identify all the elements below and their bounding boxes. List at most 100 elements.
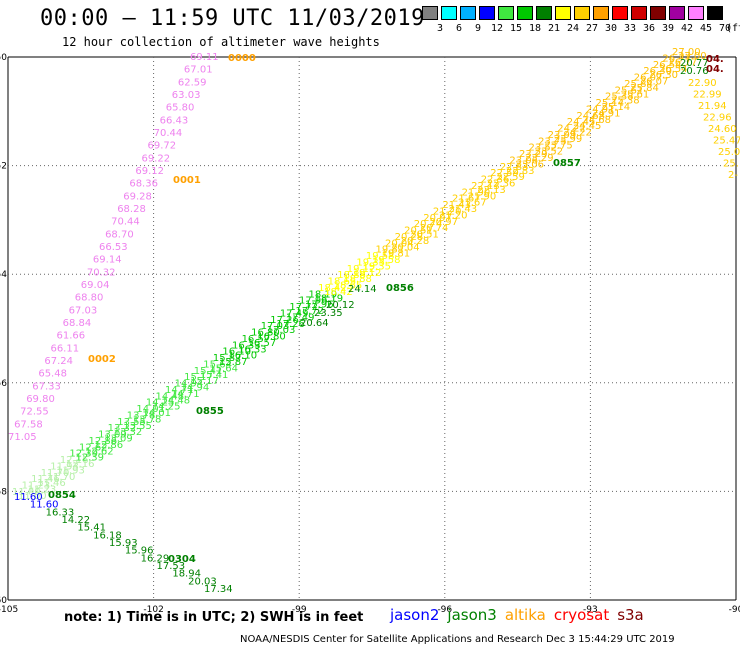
diag-track-value: 25.84: [630, 83, 659, 94]
diag-track-value: 21.43: [442, 200, 471, 211]
lower-track-value: 15.41: [77, 523, 106, 534]
scale-swatch-39: [650, 6, 666, 20]
diag-track-value: 18.88: [343, 274, 372, 285]
lower-track-value: 17.53: [157, 561, 186, 572]
diag-track-value: 19.81: [375, 245, 404, 256]
diag-track-value: 15.41: [194, 366, 223, 377]
lower-track-value: 15.93: [109, 538, 138, 549]
diag-track-value: 12.16: [66, 459, 95, 470]
diag-track-value: 19.12: [353, 268, 382, 279]
scale-label-45: 45: [699, 23, 713, 34]
pink-track-value: 65.80: [166, 103, 195, 114]
lon-tick-label: -96: [437, 605, 452, 615]
diag-track-value: 26.77: [668, 57, 697, 68]
diag-track-value: 24.68: [582, 115, 611, 126]
diag-track-value: 18.42: [318, 283, 347, 294]
diag-track-value: 17.72: [295, 306, 324, 317]
diag-track-value: 15.64: [209, 363, 238, 374]
pink-track-value: 61.66: [57, 331, 86, 342]
diag-track-value: 14.94: [175, 379, 204, 390]
diag-track-value: 21.67: [452, 194, 481, 205]
diag-track-value: 26.54: [659, 64, 688, 75]
scale-swatch-15: [498, 6, 514, 20]
right-track-value: 25.0: [718, 147, 740, 158]
diag-track-value: 27.00: [672, 47, 701, 58]
lower-track-value: 11.60: [14, 492, 43, 503]
diag-track-value: 21.67: [458, 198, 487, 209]
lower-track-value: 11.60: [30, 500, 59, 511]
diag-track-value: 16.57: [248, 338, 277, 349]
diag-track-value: 24.22: [557, 124, 586, 135]
scale-swatch-42: [669, 6, 685, 20]
diag-track-value: 11.70: [47, 472, 76, 483]
diag-track-value: 14.48: [161, 395, 190, 406]
scale-unit: (ft): [725, 23, 740, 34]
pink-track-value: 69.04: [81, 280, 110, 291]
scale-swatch-33: [612, 6, 628, 20]
time-label-0856: 0856: [386, 283, 414, 294]
diag-track-value: 19.58: [366, 251, 395, 262]
diag-track-value: 25.14: [601, 102, 630, 113]
diag-track-value: 15.17: [190, 376, 219, 387]
scale-label-30: 30: [604, 23, 618, 34]
time-label-0000: 0000: [228, 53, 256, 64]
scale-swatch-30: [593, 6, 609, 20]
lat-tick-label: -54: [0, 270, 7, 280]
page-subtitle: 12 hour collection of altimeter wave hei…: [62, 35, 380, 49]
diag-track-value: 14.25: [152, 402, 181, 413]
pink-track-value: 69.72: [148, 141, 177, 152]
diag-track-value: 14.94: [181, 383, 210, 394]
diag-track-value: 18.19: [309, 289, 338, 300]
diag-track-value: 23.29: [525, 153, 554, 164]
mid-track-value: 20.64: [300, 318, 329, 329]
scale-label-6: 6: [455, 23, 463, 34]
diag-track-value: 13.78: [133, 414, 162, 425]
diag-track-value: 23.99: [554, 134, 583, 145]
diag-track-value: 19.35: [362, 261, 391, 272]
diag-track-value: 24.68: [576, 111, 605, 122]
diag-track-value: 16.10: [228, 351, 257, 362]
diag-track-value: 16.10: [222, 347, 251, 358]
diag-track-value: 22.13: [477, 185, 506, 196]
diag-track-value: 24.22: [563, 128, 592, 139]
diag-track-value: 22.36: [487, 179, 516, 190]
satellite-legend: jason2 jason3 altika cryosat s3a: [390, 606, 652, 624]
diag-track-value: 18.42: [324, 287, 353, 298]
diag-track-value: 21.90: [468, 191, 497, 202]
pink-track-value: 72.55: [20, 407, 49, 418]
scale-swatch-21: [536, 6, 552, 20]
diag-track-value: 23.99: [548, 130, 577, 141]
diag-track-value: 11.00: [12, 487, 41, 498]
diag-track-value: 21.20: [439, 210, 468, 221]
diag-track-value: 11.93: [50, 461, 79, 472]
right-track-value: 25.47: [713, 136, 740, 147]
lon-tick-label: -90: [729, 605, 740, 615]
diag-track-value: 13.55: [123, 421, 152, 432]
diag-track-value: 12.62: [85, 446, 114, 457]
diag-track-value: 16.80: [257, 332, 286, 343]
diag-track-value: 26.07: [640, 77, 669, 88]
diag-track-value: 25.38: [611, 96, 640, 107]
footer-note: note: 1) Time is in UTC; 2) SWH is in fe…: [64, 610, 364, 625]
satellite-jason2: jason2: [390, 606, 440, 624]
diag-track-value: 20.97: [429, 217, 458, 228]
diag-track-value: 24.91: [586, 104, 615, 115]
diag-track-value: 12.86: [95, 440, 124, 451]
diag-track-value: 20.74: [420, 223, 449, 234]
diag-track-value: 13.78: [127, 410, 156, 421]
diag-track-value: 24.45: [573, 121, 602, 132]
lat-tick-label: -58: [0, 487, 7, 497]
pink-track-value: 69.11: [190, 52, 219, 63]
diag-track-value: 15.64: [203, 359, 232, 370]
diag-track-value: 23.06: [515, 159, 544, 170]
scale-swatch-18: [517, 6, 533, 20]
diag-track-value: 15.87: [213, 353, 242, 364]
diag-track-value: 16.33: [232, 340, 261, 351]
diag-track-value: 20.28: [401, 236, 430, 247]
pink-track-value: 71.05: [8, 432, 37, 443]
pink-track-value: 70.44: [111, 217, 140, 228]
diag-track-value: 19.58: [372, 255, 401, 266]
lower-track-value: 16.18: [93, 530, 122, 541]
scale-swatch-9: [460, 6, 476, 20]
